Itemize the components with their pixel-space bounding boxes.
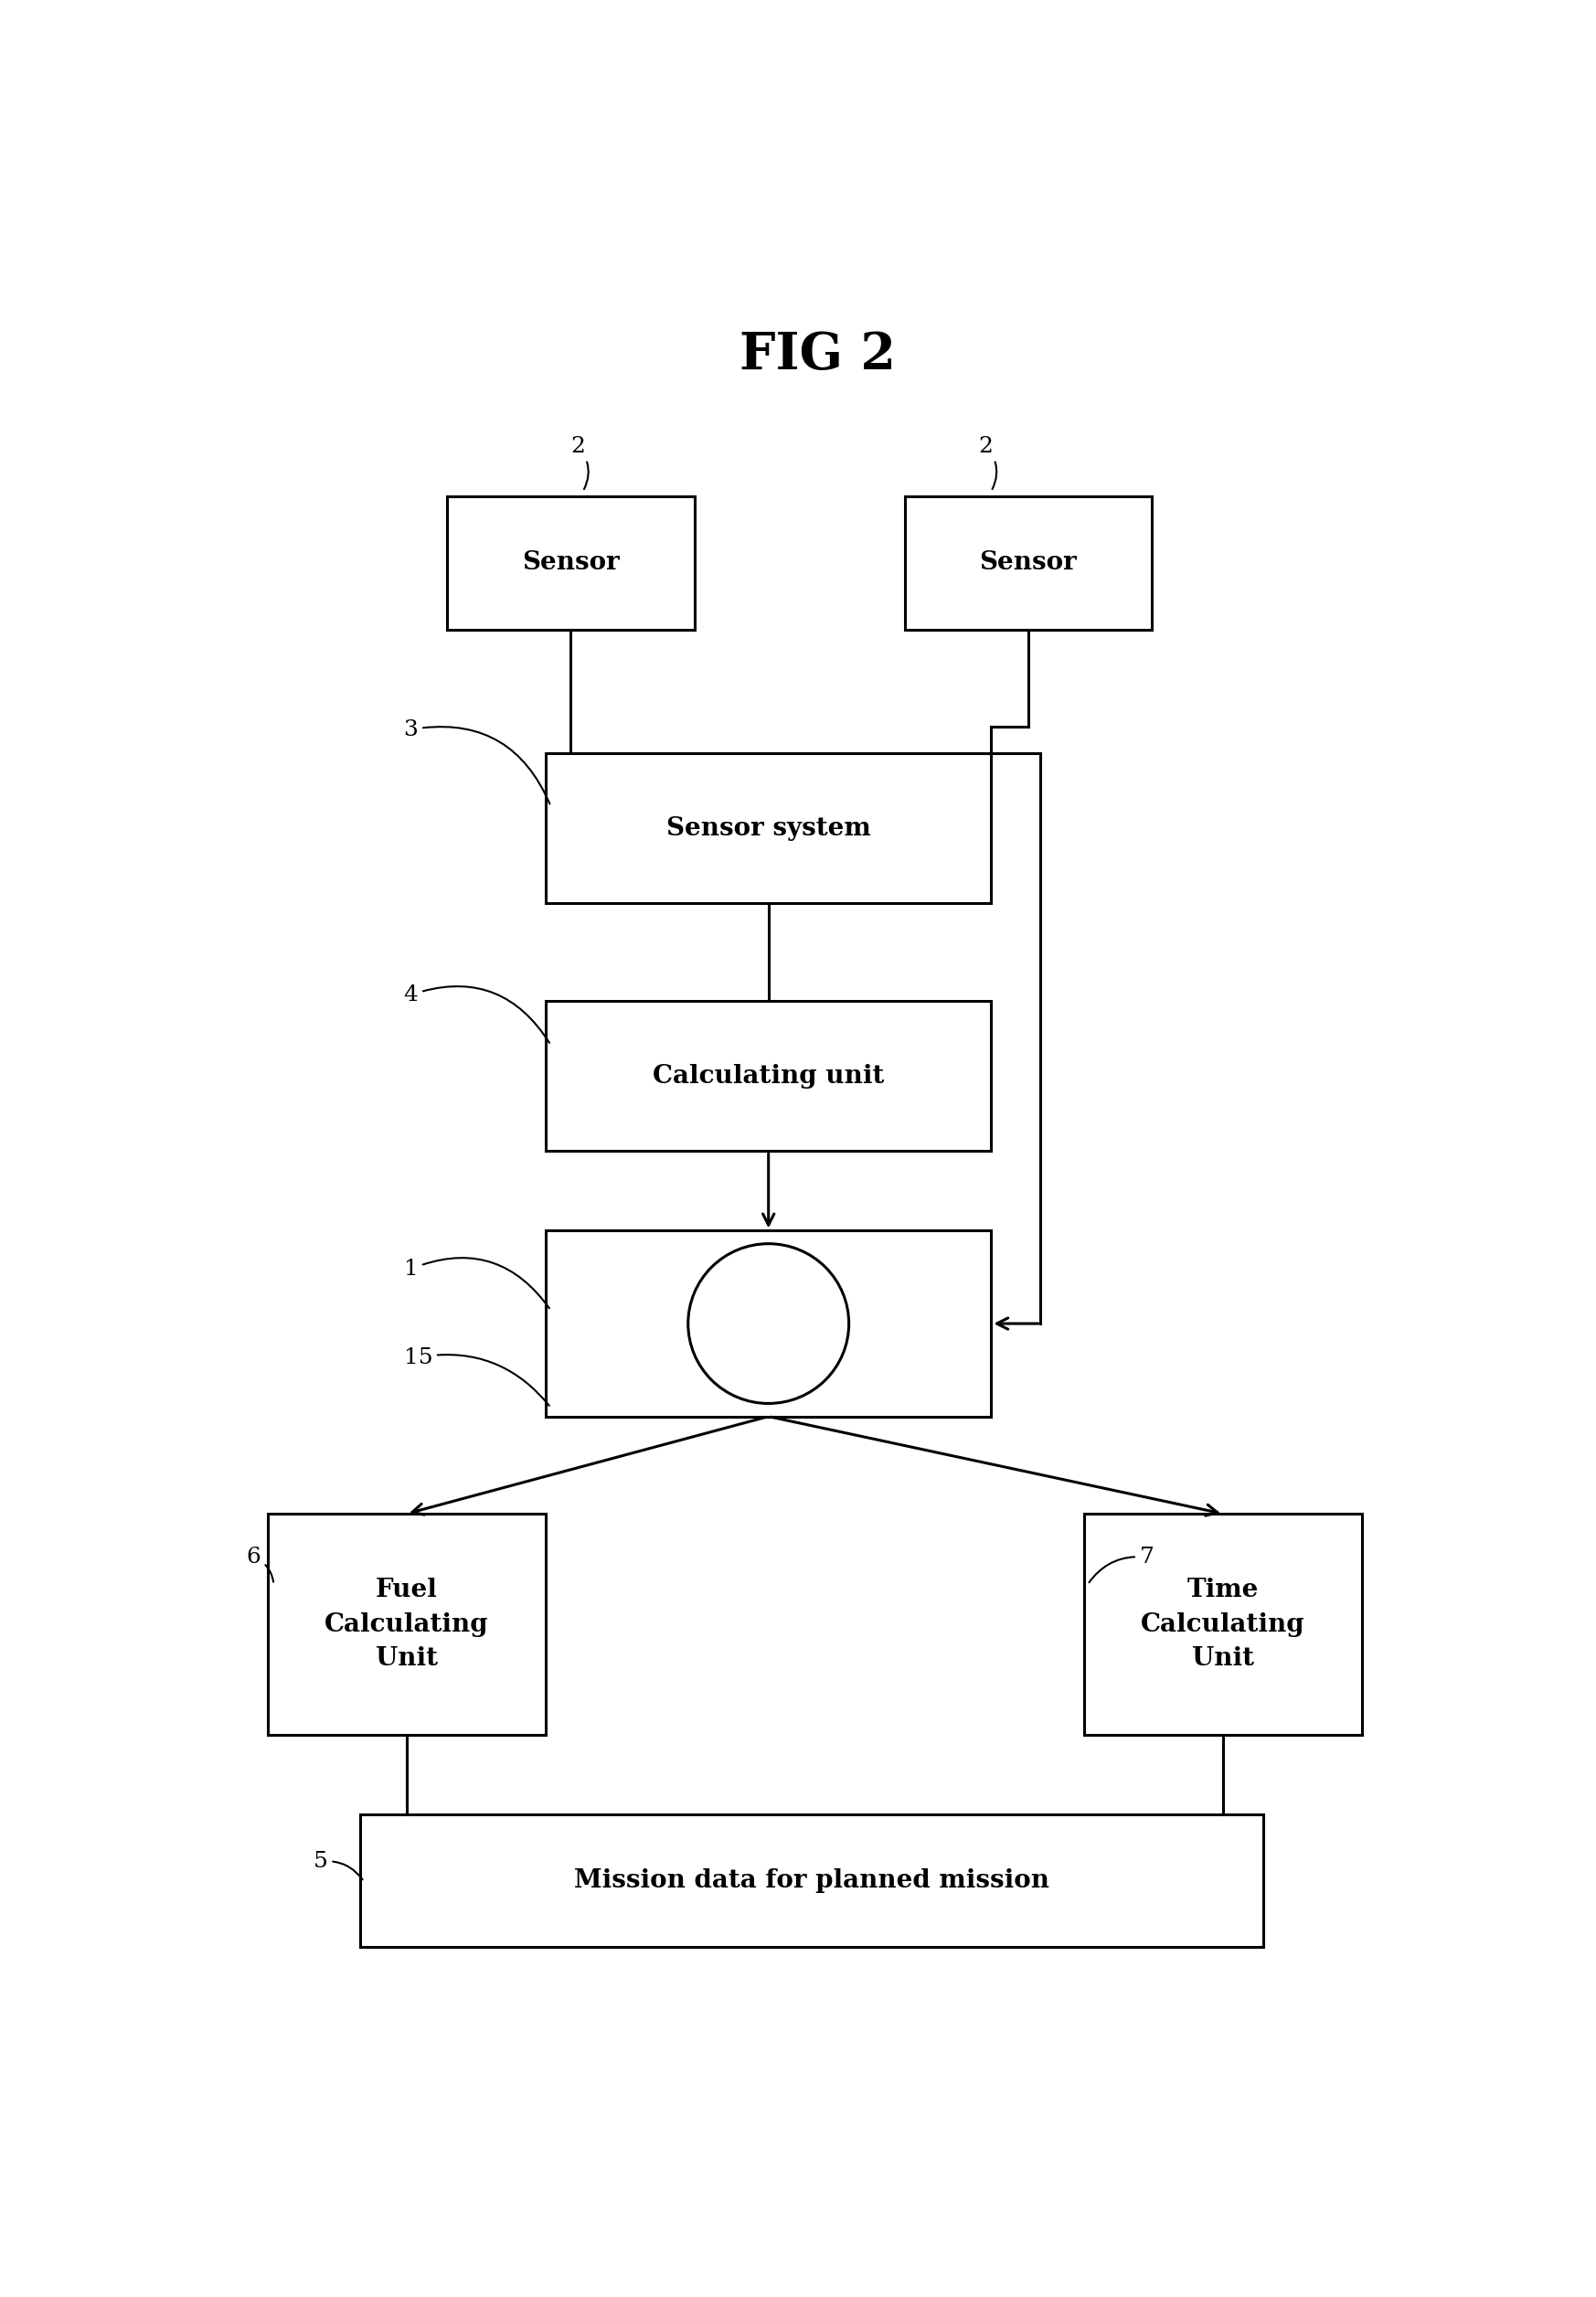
- Bar: [905, 496, 1152, 629]
- Bar: [447, 496, 694, 629]
- Text: 5: 5: [313, 1851, 362, 1879]
- Bar: [361, 1815, 1264, 1948]
- Text: Sensor system: Sensor system: [666, 815, 871, 841]
- Text: 6: 6: [246, 1546, 273, 1583]
- Text: 2: 2: [571, 436, 589, 489]
- Ellipse shape: [688, 1243, 849, 1403]
- Text: Calculating unit: Calculating unit: [653, 1064, 884, 1089]
- Text: 4: 4: [404, 985, 549, 1043]
- Bar: [1084, 1514, 1363, 1734]
- Text: 7: 7: [1088, 1546, 1154, 1583]
- Text: 15: 15: [404, 1346, 549, 1406]
- Text: FIG 2: FIG 2: [741, 331, 895, 381]
- Bar: [546, 1001, 991, 1151]
- Text: Time
Calculating
Unit: Time Calculating Unit: [1141, 1578, 1306, 1670]
- Text: 3: 3: [404, 719, 549, 804]
- Bar: [268, 1514, 546, 1734]
- Text: 2: 2: [978, 436, 996, 489]
- Text: Sensor: Sensor: [522, 551, 619, 574]
- Text: 1: 1: [404, 1259, 549, 1309]
- Text: Mission data for planned mission: Mission data for planned mission: [575, 1867, 1050, 1893]
- Text: Fuel
Calculating
Unit: Fuel Calculating Unit: [324, 1578, 488, 1670]
- Text: Sensor: Sensor: [980, 551, 1077, 574]
- Bar: [546, 1231, 991, 1417]
- Bar: [546, 753, 991, 903]
